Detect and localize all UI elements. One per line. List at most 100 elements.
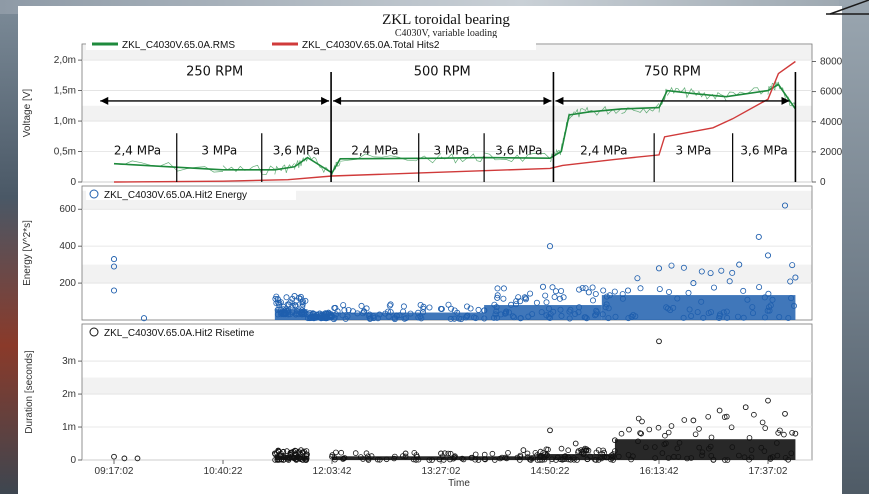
scatter-mark-2-0-69 xyxy=(292,456,299,462)
legend-marker-2 xyxy=(89,327,99,337)
scatter-mark-1-3-16 xyxy=(481,315,488,322)
scatter-mark-1-3-62 xyxy=(579,284,586,291)
mpa-label-1: 3 MPa xyxy=(201,144,237,158)
scatter-mark-1-4-34 xyxy=(656,286,663,293)
scatter-mark-2-3-66 xyxy=(625,452,632,458)
scatter-mark-1-3-50 xyxy=(558,312,565,319)
scatter-mark-1-3-13 xyxy=(589,284,596,291)
scatter-mark-2-1-2 xyxy=(374,456,381,463)
scatter-mark-1-3-63 xyxy=(493,304,500,311)
legend-label-rms: ZKL_C4030V.65.0A.RMS xyxy=(122,40,235,51)
scatter-mark-2-0-47 xyxy=(290,448,297,455)
scatter-mark-1-4-40 xyxy=(785,314,792,321)
series-noise-rms-12 xyxy=(588,105,622,116)
scatter-mark-2-1-65 xyxy=(528,457,534,463)
scatter-mark-2-0-57 xyxy=(286,455,293,462)
scatter-mark-2-3-42 xyxy=(707,443,714,450)
scatter-mark-1-3-69 xyxy=(566,315,573,322)
scatter-mark-2-1-52 xyxy=(441,450,448,457)
scatter-mark-2-1-47 xyxy=(365,453,371,460)
scatter-mark-1-2-45 xyxy=(415,309,422,316)
data-point-2-13 xyxy=(656,338,662,345)
scatter-mark-1-0-55 xyxy=(292,311,299,318)
scatter-mark-2-1-22 xyxy=(489,450,496,457)
scatter-mark-2-1-27 xyxy=(524,450,531,457)
data-point-1-11 xyxy=(546,243,554,250)
scatter-mark-2-1-58 xyxy=(505,449,511,456)
scatter-mark-1-4-14 xyxy=(718,267,725,274)
data-point-1-1 xyxy=(110,263,118,270)
mpa-label-6: 2,4 MPa xyxy=(580,144,627,158)
scatter-mark-1-2-51 xyxy=(366,315,373,322)
scatter-mark-2-3-13 xyxy=(655,424,662,431)
scatter-mark-1-3-41 xyxy=(590,297,597,304)
chart-title: ZKL toroidal bearing xyxy=(382,12,510,28)
scatter-mark-1-3-53 xyxy=(545,313,552,320)
scatter-mark-1-4-51 xyxy=(789,262,796,269)
scatter-mark-2-3-47 xyxy=(710,456,717,463)
data-point-2-7 xyxy=(438,450,444,457)
scatter-mark-2-1-30 xyxy=(459,455,466,462)
scatter-mark-1-3-44 xyxy=(502,310,509,317)
scatter-mark-2-3-61 xyxy=(696,444,702,451)
scatter-mark-2-0-60 xyxy=(299,449,306,456)
scatter-mark-2-3-53 xyxy=(615,453,622,460)
scatter-mark-1-2-8 xyxy=(330,316,337,323)
scatter-mark-1-0-35 xyxy=(283,294,290,301)
scatter-mark-1-3-11 xyxy=(572,310,579,317)
ytick-right-label-2: 40000 xyxy=(820,117,842,128)
rpm-arrowhead-left-2 xyxy=(555,96,564,105)
band-2-2 xyxy=(82,377,812,395)
series-noise-rms-3 xyxy=(294,156,308,170)
scatter-mark-1-4-43 xyxy=(685,289,692,296)
scatter-mark-1-4-60 xyxy=(766,304,773,311)
scatter-mark-1-4-3 xyxy=(769,296,776,303)
scatter-mark-1-2-52 xyxy=(420,303,427,310)
scatter-mark-2-3-41 xyxy=(758,444,765,451)
scatter-mark-1-3-21 xyxy=(527,290,534,297)
ylabel-1: Energy [V^2*s] xyxy=(22,220,33,286)
scatter-mark-1-3-52 xyxy=(509,313,516,320)
scatter-mark-1-4-6 xyxy=(663,304,670,311)
scatter-mark-1-4-38 xyxy=(603,293,610,300)
scatter-mark-2-3-44 xyxy=(635,438,641,445)
data-point-1-3 xyxy=(140,315,148,322)
rpm-arrowhead-right-0 xyxy=(321,96,330,105)
mpa-label-7: 3 MPa xyxy=(675,144,711,158)
scatter-mark-1-3-0 xyxy=(542,292,549,299)
scatter-mark-1-2-58 xyxy=(438,305,445,312)
ytick-label-0-2: 1,0m xyxy=(54,116,76,127)
scatter-mark-2-3-17 xyxy=(782,454,789,461)
plots-group: 0 0,5m 1,0m 1,5m 2,0m Voltage [V] 0 20000 40000 6… xyxy=(22,38,842,489)
data-point-2-8 xyxy=(520,447,527,453)
scatter-mark-1-4-31 xyxy=(686,306,693,313)
scatter-mark-2-1-55 xyxy=(497,455,503,462)
legend-box xyxy=(86,38,536,50)
scatter-mark-2-3-36 xyxy=(676,439,683,446)
scatter-mark-1-4-27 xyxy=(729,269,736,276)
scatter-mark-1-2-64 xyxy=(400,303,407,310)
scatter-mark-2-1-29 xyxy=(338,449,345,456)
scatter-mark-1-2-40 xyxy=(417,301,424,308)
legend-1: ZKL_C4030V.65.0A.Hit2 Energy xyxy=(86,188,296,201)
scatter-mark-2-2-16 xyxy=(584,456,591,463)
scatter-mark-1-4-17 xyxy=(605,315,612,322)
scatter-mark-1-4-68 xyxy=(735,313,742,320)
data-point-2-18 xyxy=(782,410,788,417)
ytick-label-2-3: 3m xyxy=(62,356,76,367)
scatter-mark-1-2-63 xyxy=(456,315,463,322)
scatter-mark-1-2-62 xyxy=(360,308,367,315)
scatter-mark-2-3-65 xyxy=(767,454,774,461)
scatter-mark-2-1-42 xyxy=(383,456,390,463)
scatter-mark-1-2-66 xyxy=(331,304,338,311)
scatter-mark-2-3-58 xyxy=(668,423,675,429)
scatter-mark-1-0-66 xyxy=(299,299,306,306)
scatter-mark-2-1-49 xyxy=(475,457,482,463)
data-point-1-19 xyxy=(781,202,789,209)
scatter-mark-2-3-59 xyxy=(775,430,781,436)
scatter-mark-2-2-46 xyxy=(571,455,577,461)
ytick-label-1-2: 600 xyxy=(59,204,76,215)
scatter-mark-2-2-18 xyxy=(600,447,606,454)
scatter-mark-2-2-52 xyxy=(543,452,550,459)
scatter-mark-2-0-68 xyxy=(275,447,282,454)
